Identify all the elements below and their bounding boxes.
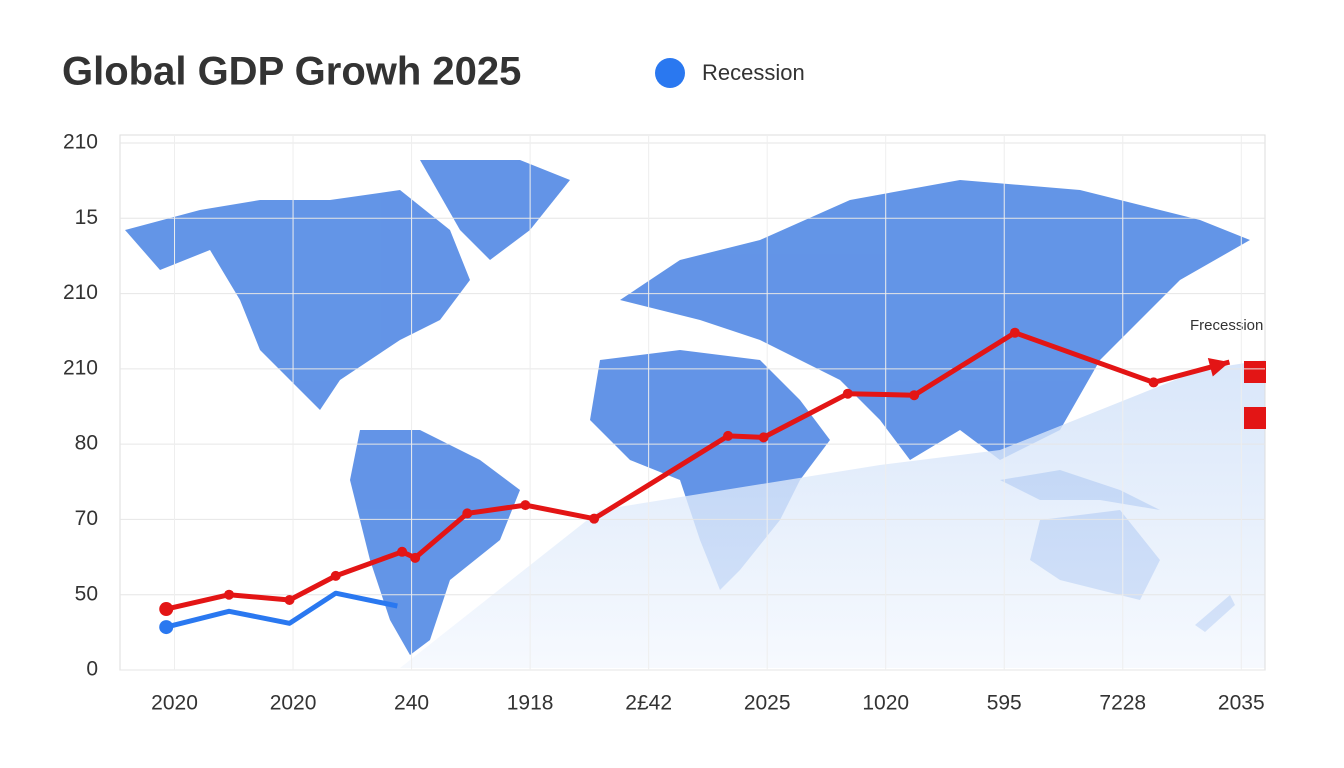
chart-title: Global GDP Growh 2025 [62,50,521,94]
y-tick-label: 210 [63,281,98,304]
point [330,570,341,581]
map-shape [420,160,570,260]
point [397,546,408,557]
legend-marker [655,58,685,88]
x-tick-label: 1020 [862,692,909,715]
point [520,500,531,511]
x-tick-label: 2£42 [625,692,672,715]
point [909,390,920,401]
point [224,589,235,600]
point [589,513,600,524]
y-tick-label: 70 [75,507,98,530]
point [1009,327,1020,338]
x-tick-label: 2020 [270,692,317,715]
point [159,602,174,617]
y-tick-label: 80 [75,432,98,455]
x-tick-label: 2020 [151,692,198,715]
y-tick-label: 50 [75,582,98,605]
x-tick-label: 7228 [1099,692,1146,715]
point [842,388,853,399]
arrow-head [1207,357,1230,377]
x-tick-label: 2035 [1218,692,1265,715]
point [284,594,295,605]
y-tick-label: 210 [63,356,98,379]
point [462,508,473,519]
map-shape [125,190,470,410]
point [758,432,769,443]
x-tick-label: 595 [987,692,1022,715]
y-tick-label: 210 [63,131,98,154]
point [159,620,174,635]
shaded-area [400,360,1265,668]
point [723,430,734,441]
point [410,552,421,563]
y-tick-label: 15 [75,206,98,229]
x-tick-label: 2025 [744,692,791,715]
legend-label: Recession [702,60,805,85]
data-line [165,330,1231,612]
x-tick-label: 1918 [507,692,554,715]
x-tick-label: 240 [394,692,429,715]
y-tick-label: 0 [86,658,98,681]
annotation: Frecession [1190,317,1263,334]
annotation-marker [1244,407,1266,429]
map-shape [620,180,1250,460]
point [1148,377,1159,388]
annotation-marker [1244,361,1266,383]
data-line [165,590,398,630]
